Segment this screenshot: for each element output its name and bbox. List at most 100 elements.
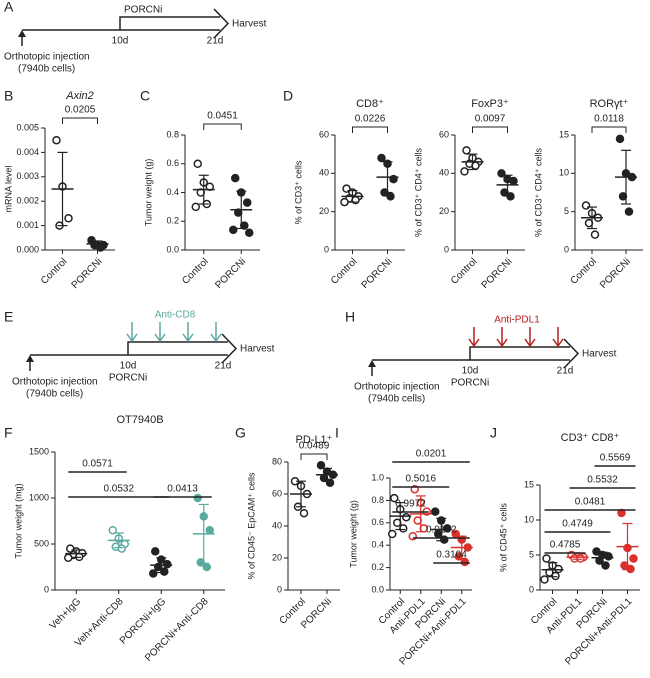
antibody-arrow-head <box>552 338 564 348</box>
significance-bracket <box>300 453 328 460</box>
y-tick-label: 40 <box>272 520 282 530</box>
y-tick-label: 0.4 <box>166 187 179 197</box>
data-point <box>193 493 202 503</box>
chart-title: OT7940B <box>116 414 163 426</box>
y-tick-label: 0.8 <box>371 495 384 505</box>
y-tick-label: 0.004 <box>16 147 39 157</box>
y-tick-label: 0.0 <box>166 244 179 254</box>
y-tick-label: 1.0 <box>371 472 384 482</box>
y-axis-label: Tumor weight (g) <box>348 500 358 568</box>
y-tick-label: 0 <box>529 584 534 594</box>
panel-letter: J <box>490 425 497 441</box>
x-tick-label: Control <box>180 256 211 287</box>
cells-label: (7940b cells) <box>18 64 75 75</box>
antibody-arrow-head <box>496 338 508 348</box>
p-value: 0.5569 <box>600 453 631 464</box>
y-tick-label: 15 <box>524 479 534 489</box>
y-tick-label: 15 <box>559 129 569 139</box>
panel-letter: A <box>4 0 14 15</box>
data-point <box>202 562 211 572</box>
data-point <box>117 544 126 553</box>
y-axis-label: % of CD3⁺ cells <box>293 160 303 224</box>
treatment-label: PORCNi <box>109 373 147 384</box>
data-point <box>390 493 399 503</box>
data-point <box>191 202 200 212</box>
panel-letter: G <box>235 425 246 441</box>
data-point <box>629 554 638 563</box>
x-tick-label: PORCNi <box>480 256 515 291</box>
y-tick-label: 0 <box>44 584 49 594</box>
data-point <box>624 207 634 216</box>
panel-letter: D <box>283 88 293 104</box>
p-value: 0.3104 <box>436 550 467 561</box>
y-tick-label: 1000 <box>29 492 49 502</box>
panel-letter: H <box>345 309 355 325</box>
significance-bracket <box>591 126 627 133</box>
antibody-arrow-head <box>468 338 480 348</box>
y-axis-label: % of CD45⁻ EpCAM⁺ cells <box>246 472 256 580</box>
data-point <box>581 201 591 210</box>
panel-letter: C <box>140 88 150 104</box>
data-point <box>402 512 411 522</box>
y-tick-label: 0.0 <box>371 584 384 594</box>
y-tick-label: 0.005 <box>16 122 39 132</box>
start-day: 10d <box>462 366 479 377</box>
p-value: 0.0532 <box>103 484 134 495</box>
y-tick-label: 40 <box>319 168 329 178</box>
antibody-label: Anti-CD8 <box>155 310 196 321</box>
y-axis-label: % of CD45⁺ cells <box>498 503 508 572</box>
data-point <box>604 552 613 561</box>
data-point <box>64 214 73 223</box>
data-point <box>151 547 160 556</box>
data-point <box>462 146 471 155</box>
p-value: 0.0489 <box>299 441 330 452</box>
chart-title: PD-L1⁺ <box>296 434 333 446</box>
data-point <box>64 553 73 563</box>
y-tick-label: 0.8 <box>166 129 179 139</box>
y-tick-label: 0.4 <box>371 540 384 550</box>
y-tick-label: 0.2 <box>166 216 179 226</box>
data-point <box>386 192 395 201</box>
y-tick-label: 0.001 <box>16 220 39 230</box>
p-value: 0.0413 <box>167 484 198 495</box>
data-point <box>590 230 600 239</box>
x-tick-label: Control <box>568 256 599 287</box>
arrow-head <box>26 355 34 362</box>
harvest-label: Harvest <box>240 344 275 355</box>
panel-letter: E <box>4 309 13 325</box>
arrow-head <box>221 333 238 364</box>
chart-title: Axin2 <box>65 90 94 102</box>
y-axis-label: mRNA level <box>3 165 13 212</box>
p-value: 0.4749 <box>562 519 593 530</box>
end-day: 21d <box>207 36 224 47</box>
y-tick-label: 0 <box>324 244 329 254</box>
data-point <box>193 159 202 168</box>
x-tick-label: Control <box>329 256 360 287</box>
end-day: 21d <box>557 366 574 377</box>
y-axis-label: % of CD3⁺ CD4⁺ cells <box>533 147 543 237</box>
treatment-phase <box>119 16 220 30</box>
chart-title: CD8⁺ <box>356 98 384 110</box>
data-point <box>377 153 386 163</box>
start-day: 10d <box>112 36 129 47</box>
x-tick-label: Veh+IgG <box>48 596 84 632</box>
p-value: 0.0481 <box>575 497 606 508</box>
p-value: 0.0201 <box>416 449 447 460</box>
y-tick-label: 1500 <box>29 446 49 456</box>
y-tick-label: 0.6 <box>166 158 179 168</box>
cells-label: (7940b cells) <box>368 394 425 405</box>
y-tick-label: 500 <box>34 538 49 548</box>
panel-letter: I <box>335 425 339 441</box>
p-value: 0.5016 <box>405 474 436 485</box>
harvest-label: Harvest <box>582 349 617 360</box>
y-tick-label: 10 <box>524 514 534 524</box>
data-point <box>340 197 349 207</box>
x-tick-label: PORCNi <box>360 256 395 291</box>
antibody-arrow-head <box>210 333 222 343</box>
data-point <box>231 173 240 183</box>
y-tick-label: 0.003 <box>16 171 39 181</box>
p-value: 0.9972 <box>395 499 426 510</box>
chart-title: CD3⁺ CD8⁺ <box>561 432 620 444</box>
p-value: 0.5532 <box>587 475 618 486</box>
